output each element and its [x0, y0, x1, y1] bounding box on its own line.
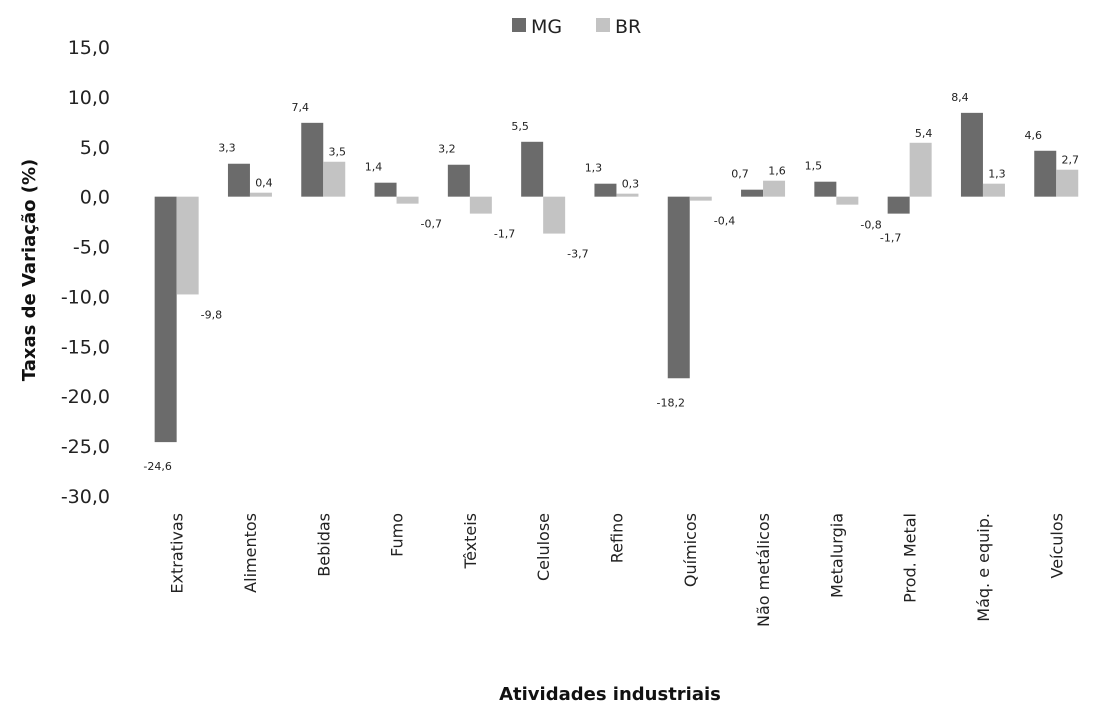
data-label-br-2: 3,5 [329, 146, 347, 159]
x-tick-label: Extrativas [168, 513, 187, 594]
data-label-br-12: 2,7 [1062, 154, 1080, 167]
x-tick-label: Bebidas [314, 513, 333, 577]
bar-br-11 [982, 183, 1005, 197]
data-label-br-11: 1,3 [988, 168, 1006, 181]
y-axis: 15,0 10,0 5,0 0,0 -5,0 -10,0 -15,0 -20,0 -25,0 -3… [61, 37, 110, 508]
y-tick-label: -30,0 [61, 486, 110, 508]
x-axis: Extrativas Alimentos Bebidas Fumo Têxteis Cel… [168, 513, 1067, 627]
x-tick-label: Refino [607, 513, 626, 563]
x-tick-label: Celulose [534, 513, 553, 581]
data-labels: -24,6 -9,8 3,3 0,4 7,4 3,5 1,4 -0,7 3,2 -1,7 5,5 -3… [143, 91, 1079, 473]
bar-mg-10 [887, 196, 910, 214]
y-tick-label: -5,0 [73, 237, 110, 259]
y-tick-label: 15,0 [68, 37, 110, 59]
data-label-mg-6: 1,3 [585, 162, 603, 175]
x-tick-label: Metalurgia [827, 513, 846, 598]
y-tick-label: 0,0 [80, 187, 110, 209]
data-label-mg-9: 1,5 [805, 160, 823, 173]
data-label-mg-4: 3,2 [438, 143, 456, 156]
bar-br-10 [909, 142, 932, 197]
legend: MG BR [512, 16, 641, 38]
bar-br-5 [543, 196, 566, 234]
legend-label-br: BR [615, 16, 641, 38]
data-label-mg-11: 8,4 [951, 91, 969, 104]
y-tick-label: -20,0 [61, 386, 110, 408]
data-label-mg-12: 4,6 [1025, 129, 1043, 142]
bar-br-8 [763, 180, 786, 197]
bar-mg-11 [960, 112, 983, 197]
bar-mg-2 [301, 122, 324, 197]
bar-mg-8 [741, 189, 764, 197]
data-label-br-8: 1,6 [768, 165, 786, 178]
legend-swatch-mg [512, 18, 526, 32]
x-axis-title: Atividades industriais [499, 684, 721, 705]
x-tick-label: Alimentos [241, 513, 260, 593]
data-label-br-5: -3,7 [567, 248, 588, 261]
data-label-br-3: -0,7 [421, 218, 442, 231]
bar-mg-9 [814, 181, 837, 197]
bar-mg-12 [1034, 150, 1057, 197]
x-tick-label: Prod. Metal [901, 513, 920, 603]
x-tick-label: Químicos [681, 513, 700, 587]
bar-br-12 [1056, 169, 1079, 197]
data-label-mg-8: 0,7 [731, 168, 749, 181]
data-label-br-10: 5,4 [915, 127, 933, 140]
y-tick-label: 5,0 [80, 137, 110, 159]
bar-br-2 [323, 161, 346, 197]
bar-br-0 [176, 196, 199, 295]
y-tick-label: -25,0 [61, 436, 110, 458]
y-tick-label: 10,0 [68, 87, 110, 109]
x-tick-label: Máq. e equip. [974, 513, 993, 622]
legend-label-mg: MG [531, 16, 562, 38]
bar-mg-4 [447, 164, 470, 197]
x-tick-label: Veículos [1047, 513, 1066, 579]
data-label-br-1: 0,4 [255, 177, 273, 190]
bar-br-3 [396, 196, 419, 204]
bar-br-1 [249, 192, 272, 197]
x-tick-label: Fumo [388, 513, 407, 557]
data-label-br-0: -9,8 [201, 308, 222, 321]
y-tick-label: -15,0 [61, 336, 110, 358]
data-label-mg-10: -1,7 [880, 232, 901, 245]
data-label-mg-2: 7,4 [292, 101, 310, 114]
data-label-mg-5: 5,5 [511, 120, 529, 133]
bar-mg-0 [154, 196, 177, 443]
bar-br-6 [616, 193, 639, 197]
bar-mg-7 [667, 196, 690, 379]
bar-br-4 [469, 196, 492, 214]
bar-br-7 [689, 196, 712, 201]
legend-swatch-br [596, 18, 610, 32]
bar-mg-6 [594, 183, 617, 197]
data-label-mg-0: -24,6 [143, 460, 171, 473]
x-tick-label: Não metálicos [754, 513, 773, 627]
bar-mg-1 [227, 163, 250, 197]
bar-mg-3 [374, 182, 397, 197]
data-label-br-4: -1,7 [494, 228, 515, 241]
data-label-mg-7: -18,2 [657, 396, 685, 409]
bar-mg-5 [521, 141, 544, 197]
y-axis-title: Taxas de Variação (%) [19, 159, 40, 381]
bars [154, 112, 1079, 443]
data-label-br-9: -0,8 [860, 219, 881, 232]
data-label-br-6: 0,3 [622, 178, 640, 191]
data-label-mg-1: 3,3 [218, 142, 236, 155]
y-tick-label: -10,0 [61, 286, 110, 308]
data-label-br-7: -0,4 [714, 215, 735, 228]
data-label-mg-3: 1,4 [365, 161, 383, 174]
bar-br-9 [836, 196, 859, 205]
x-tick-label: Têxteis [461, 513, 480, 569]
